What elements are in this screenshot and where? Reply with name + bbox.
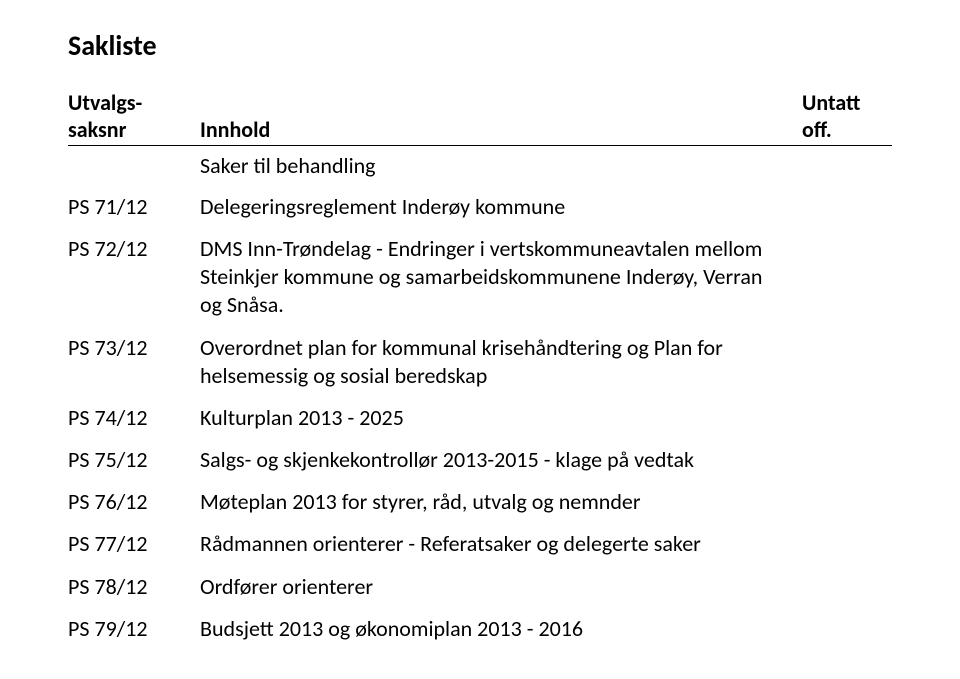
row-text: Budsjett 2013 og økonomiplan 2013 - 2016: [200, 615, 802, 643]
header-innhold: Innhold: [200, 89, 802, 143]
row-text: Salgs- og skjenkekontrollør 2013-2015 - …: [200, 446, 802, 474]
row-right: [802, 530, 892, 558]
spacer: [802, 152, 892, 179]
page: Sakliste Utvalgs- saksnr Innhold Untatt …: [0, 0, 960, 643]
row-id: PS 71/12: [68, 193, 200, 221]
row-right: [802, 446, 892, 474]
table-row: PS 72/12 DMS Inn-Trøndelag - Endringer i…: [68, 235, 892, 319]
table-row: PS 71/12 Delegeringsreglement Inderøy ko…: [68, 193, 892, 221]
row-id: PS 76/12: [68, 488, 200, 516]
row-id: PS 74/12: [68, 404, 200, 432]
row-id: PS 78/12: [68, 573, 200, 601]
row-id: PS 79/12: [68, 615, 200, 643]
table-row: PS 78/12 Ordfører orienterer: [68, 573, 892, 601]
row-right: [802, 193, 892, 221]
table-row: PS 74/12 Kulturplan 2013 - 2025: [68, 404, 892, 432]
header-innhold-label: Innhold: [200, 116, 270, 143]
row-right: [802, 573, 892, 601]
table-row: PS 75/12 Salgs- og skjenkekontrollør 201…: [68, 446, 892, 474]
row-id: PS 73/12: [68, 334, 200, 390]
table-row: PS 79/12 Budsjett 2013 og økonomiplan 20…: [68, 615, 892, 643]
row-text: Kulturplan 2013 - 2025: [200, 404, 802, 432]
table-header: Utvalgs- saksnr Innhold Untatt off.: [68, 89, 892, 146]
row-id: PS 72/12: [68, 235, 200, 319]
row-text: Overordnet plan for kommunal krisehåndte…: [200, 334, 802, 390]
row-text: Delegeringsreglement Inderøy kommune: [200, 193, 802, 221]
row-text: Rådmannen orienterer - Referatsaker og d…: [200, 530, 802, 558]
page-title: Sakliste: [68, 28, 892, 63]
row-id: PS 75/12: [68, 446, 200, 474]
header-untatt: Untatt off.: [802, 89, 892, 143]
row-right: [802, 615, 892, 643]
spacer: [68, 152, 200, 179]
row-text: DMS Inn-Trøndelag - Endringer i vertskom…: [200, 235, 802, 319]
row-id: PS 77/12: [68, 530, 200, 558]
header-untatt-l1: Untatt: [802, 89, 892, 116]
table-row: PS 76/12 Møteplan 2013 for styrer, råd, …: [68, 488, 892, 516]
header-saksnr-l2: saksnr: [68, 116, 200, 143]
table-row: PS 77/12 Rådmannen orienterer - Referats…: [68, 530, 892, 558]
row-text: Møteplan 2013 for styrer, råd, utvalg og…: [200, 488, 802, 516]
header-saksnr-l1: Utvalgs-: [68, 89, 200, 116]
section-subheading: Saker til behandling: [200, 152, 802, 179]
row-right: [802, 235, 892, 319]
header-saksnr: Utvalgs- saksnr: [68, 89, 200, 143]
row-right: [802, 404, 892, 432]
row-text: Ordfører orienterer: [200, 573, 802, 601]
header-untatt-l2: off.: [802, 116, 892, 143]
row-right: [802, 334, 892, 390]
row-right: [802, 488, 892, 516]
section-subheading-row: Saker til behandling: [68, 152, 892, 179]
table-row: PS 73/12 Overordnet plan for kommunal kr…: [68, 334, 892, 390]
